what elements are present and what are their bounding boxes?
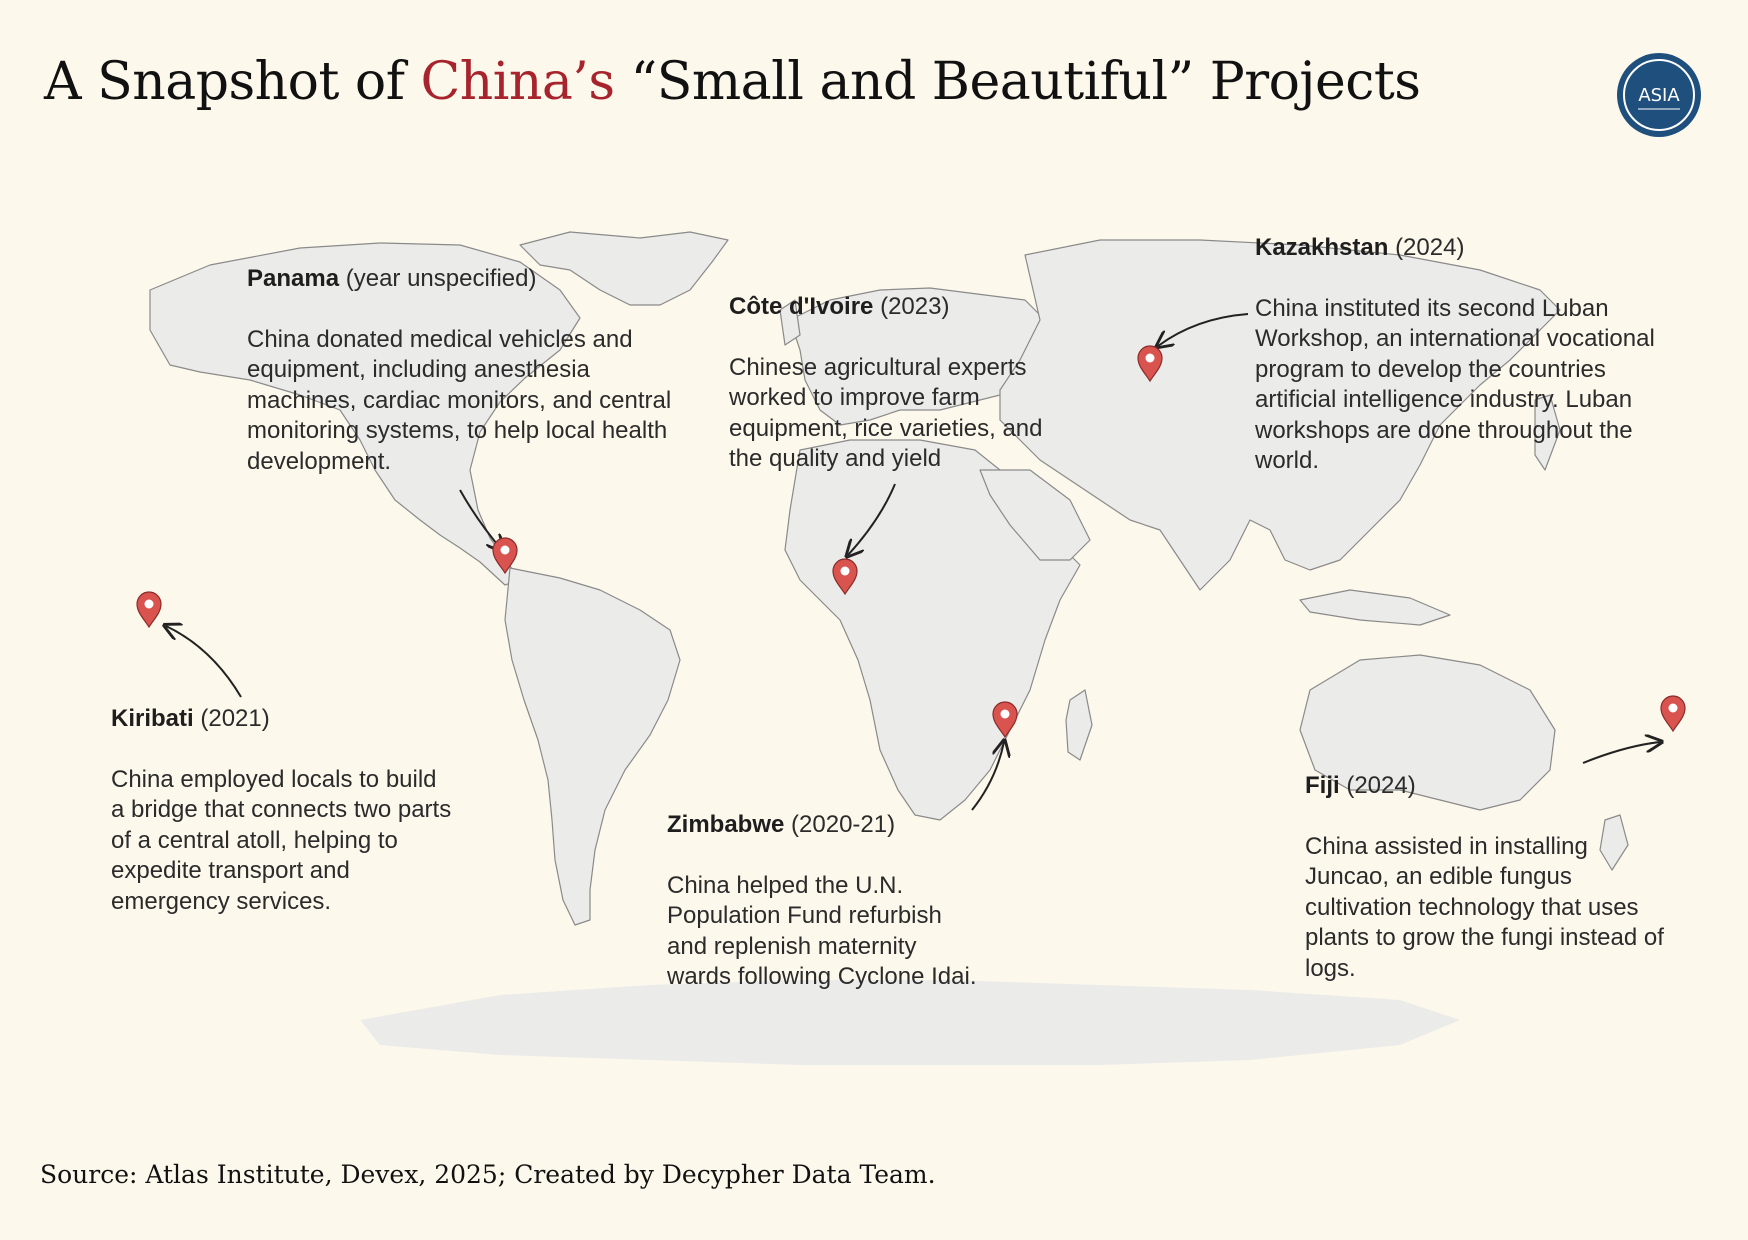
callout-country: Kazakhstan <box>1255 234 1389 261</box>
pin-kiribati <box>136 591 162 629</box>
land-japan <box>1534 394 1561 471</box>
callout-description: China donated medical vehicles and equip… <box>247 325 672 475</box>
callout-year: (2024) <box>1395 234 1465 261</box>
arrow-cote <box>848 483 896 555</box>
callout-year: (2020-21) <box>791 811 896 838</box>
callout-year: (2023) <box>880 293 950 320</box>
source-note: Source: Atlas Institute, Devex, 2025; Cr… <box>40 1160 936 1189</box>
pin-kazakhstan <box>1137 345 1163 383</box>
pin-cote <box>832 558 858 596</box>
callout-description: Chinese agricultural experts worked to i… <box>729 353 1043 473</box>
callout-zimbabwe: Zimbabwe (2020-21) China helped the U.N.… <box>667 810 987 993</box>
title-suffix: “Small and Beautiful” Projects <box>614 52 1421 112</box>
land-new-zealand <box>1599 814 1629 871</box>
logo-text: ASIA <box>1638 85 1680 106</box>
callout-fiji: Fiji (2024) China assisted in installing… <box>1305 771 1665 984</box>
land-asia <box>999 239 1561 591</box>
callout-description: China helped the U.N. Population Fund re… <box>667 871 977 991</box>
arrow-kazakhstan <box>1158 313 1249 346</box>
callout-year: (2021) <box>200 705 270 732</box>
callout-country: Côte d'Ivoire <box>729 293 874 320</box>
asia-logo: ASIA <box>1616 52 1702 138</box>
pin-panama <box>492 537 518 575</box>
land-indonesia <box>1299 589 1451 626</box>
title-prefix: A Snapshot of <box>44 52 421 112</box>
pin-fiji <box>1660 695 1686 733</box>
callout-kazakhstan: Kazakhstan (2024) China instituted its s… <box>1255 233 1675 477</box>
callout-country: Zimbabwe <box>667 811 785 838</box>
arrow-fiji <box>1582 742 1660 764</box>
land-antarctica <box>360 980 1460 1065</box>
land-madagascar <box>1065 689 1093 761</box>
callout-kiribati: Kiribati (2021) China employed locals to… <box>111 704 456 917</box>
callout-country: Panama <box>247 265 340 292</box>
title-accent: China’s <box>420 52 615 112</box>
arrow-zimbabwe <box>971 742 1004 811</box>
callout-country: Kiribati <box>111 705 194 732</box>
callout-description: China instituted its second Luban Worksh… <box>1255 294 1655 475</box>
arrow-kiribati <box>166 626 242 698</box>
landmasses <box>149 231 1629 1065</box>
land-south-america <box>504 567 681 926</box>
pins <box>136 345 1686 739</box>
land-uk <box>779 299 801 346</box>
pin-zimbabwe <box>992 701 1018 739</box>
callout-year: (2024) <box>1346 772 1416 799</box>
callout-panama: Panama (year unspecified) China donated … <box>247 264 677 477</box>
land-arabia <box>979 469 1091 561</box>
callout-cote: Côte d'Ivoire (2023) Chinese agricultura… <box>729 292 1079 475</box>
land-australia <box>1299 654 1556 811</box>
callout-year: (year unspecified) <box>345 265 537 292</box>
land-greenland <box>519 231 729 306</box>
callout-description: China employed locals to build a bridge … <box>111 765 452 915</box>
page-title: A Snapshot of China’s “Small and Beautif… <box>44 52 1421 112</box>
callout-country: Fiji <box>1305 772 1340 799</box>
callout-description: China assisted in installing Juncao, an … <box>1305 832 1664 982</box>
